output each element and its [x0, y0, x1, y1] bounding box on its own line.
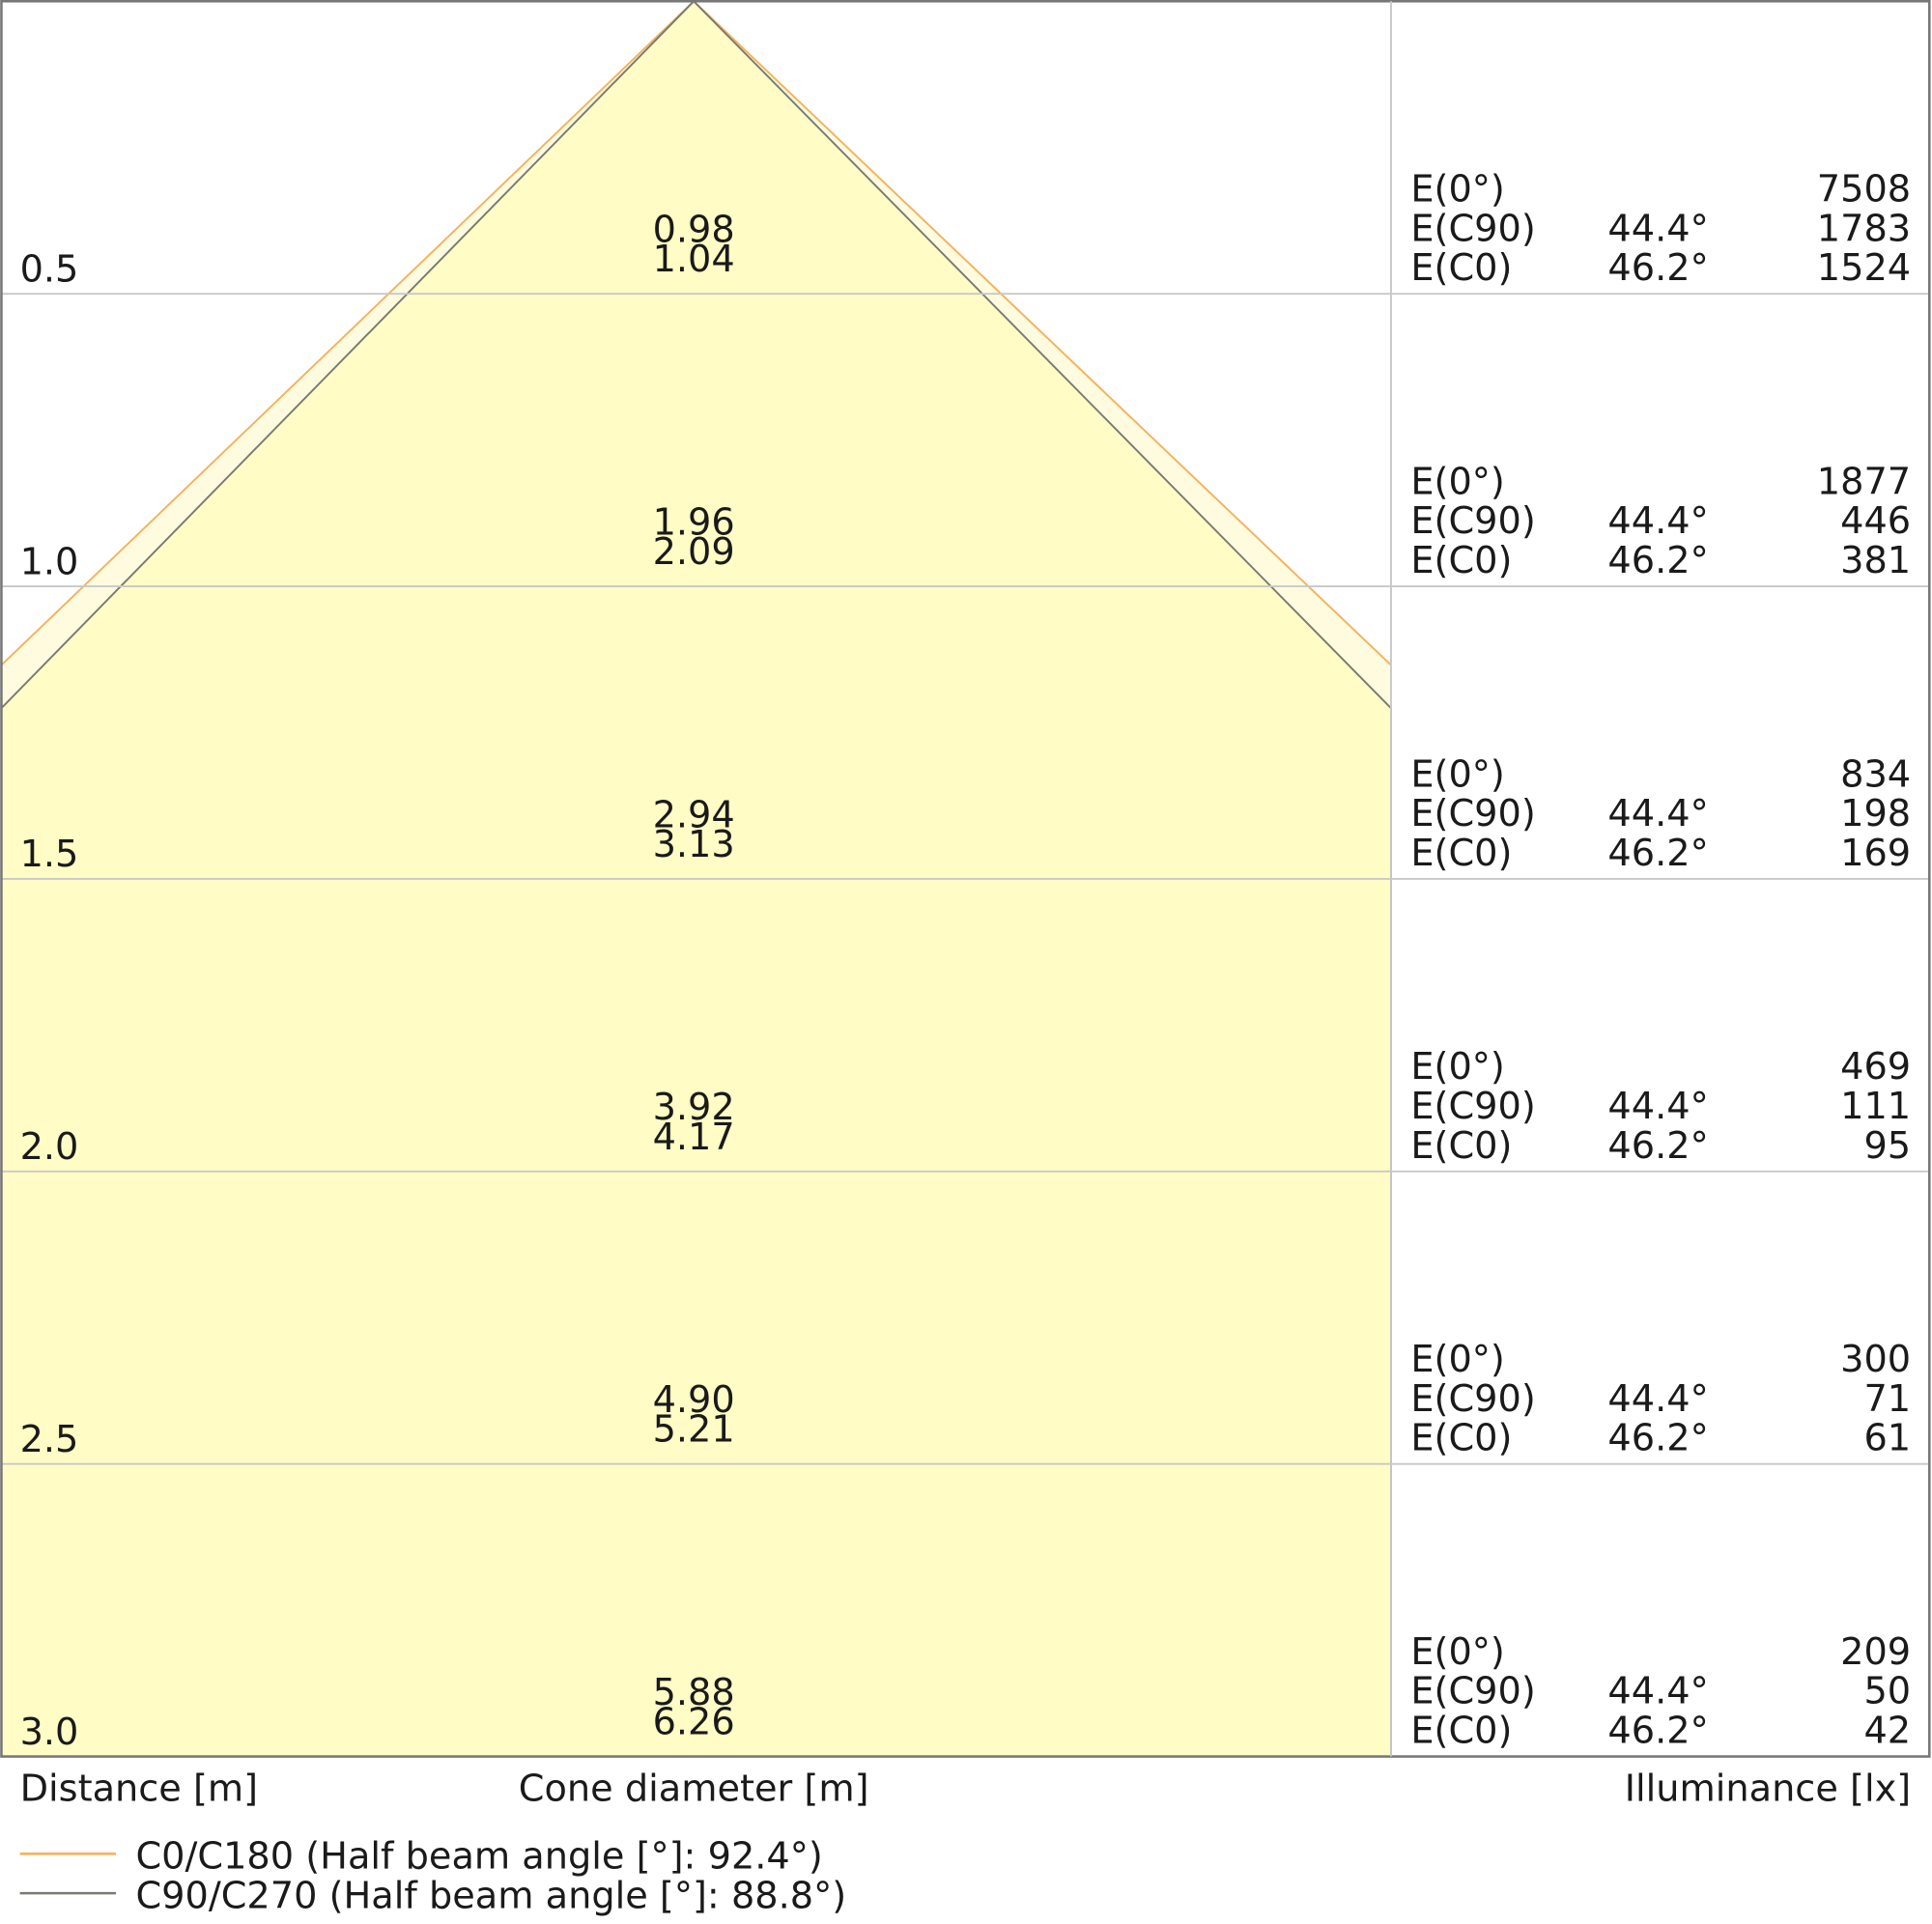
ec0-label: E(C0): [1410, 539, 1512, 582]
ec90-label: E(C90): [1410, 207, 1535, 250]
ec0-value: 61: [1863, 1417, 1911, 1460]
table-row: 2.5 4.905.21 E(0°)E(C90)E(C0) 44.4°46.2° 300…: [20, 1338, 1912, 1461]
e0-label: E(0°): [1410, 1338, 1504, 1381]
cone-diameter-c90: 4.90: [653, 1378, 735, 1422]
ec0-label: E(C0): [1410, 246, 1512, 290]
ec0-value: 95: [1863, 1124, 1911, 1168]
ec0-angle: 46.2°: [1607, 1417, 1708, 1460]
distance-label: 3.0: [20, 1711, 79, 1754]
ec0-angle: 46.2°: [1607, 1124, 1708, 1168]
ec90-angle: 44.4°: [1607, 1670, 1708, 1713]
e0-label: E(0°): [1410, 460, 1504, 503]
cone-diameter-c90: 0.98: [653, 209, 735, 252]
e0-label: E(0°): [1410, 752, 1504, 796]
distance-label: 1.5: [20, 833, 79, 876]
table-row: 1.5 2.943.13 E(0°)E(C90)E(C0) 44.4°46.2° 834…: [20, 752, 1912, 876]
ec0-angle: 46.2°: [1607, 1710, 1708, 1753]
e0-label: E(0°): [1410, 168, 1504, 212]
ec90-label: E(C90): [1410, 1377, 1535, 1421]
e0-value: 7508: [1817, 168, 1911, 212]
ec90-value: 1783: [1817, 207, 1911, 250]
ec0-value: 42: [1863, 1710, 1911, 1753]
ec0-label: E(C0): [1410, 1417, 1512, 1460]
illuminance-axis-label: Illuminance [lx]: [1625, 1767, 1911, 1810]
ec90-value: 71: [1863, 1377, 1911, 1421]
ec90-label: E(C90): [1410, 499, 1535, 543]
plot-frame: [0, 0, 1931, 1758]
ec0-angle: 46.2°: [1607, 539, 1708, 582]
ec0-label: E(C0): [1410, 832, 1512, 875]
cone-diameter-c90: 5.88: [653, 1671, 735, 1714]
grid: [1, 293, 1930, 1465]
cone-diameter-c90: 2.94: [653, 793, 735, 836]
ec0-angle: 46.2°: [1607, 832, 1708, 875]
ec90-label: E(C90): [1410, 792, 1535, 835]
cone-axis-label: Cone diameter [m]: [519, 1767, 869, 1810]
e0-value: 834: [1840, 752, 1911, 796]
distance-label: 2.0: [20, 1125, 79, 1169]
cone-diameter-c0: 4.17: [653, 1116, 735, 1159]
ec0-angle: 46.2°: [1607, 246, 1708, 290]
ec90-value: 50: [1863, 1670, 1911, 1713]
ec90-angle: 44.4°: [1607, 207, 1708, 250]
ec90-angle: 44.4°: [1607, 1085, 1708, 1128]
cone-diameter-c0: 5.21: [653, 1408, 735, 1452]
table-row: 3.0 5.886.26 E(0°)E(C90)E(C0) 44.4°46.2° 209…: [20, 1630, 1912, 1754]
ec90-value: 111: [1840, 1085, 1911, 1128]
distance-label: 2.5: [20, 1418, 79, 1461]
ec90-angle: 44.4°: [1607, 499, 1708, 543]
ec90-value: 446: [1840, 499, 1911, 543]
ec90-angle: 44.4°: [1607, 1377, 1708, 1421]
legend-label-c0: C0/C180 (Half beam angle [°]: 92.4°): [135, 1835, 822, 1879]
distance-axis-label: Distance [m]: [20, 1767, 259, 1810]
ec90-value: 198: [1840, 792, 1911, 835]
e0-value: 469: [1840, 1045, 1911, 1089]
table-row: 2.0 3.924.17 E(0°)E(C90)E(C0) 44.4°46.2° 469…: [20, 1045, 1912, 1169]
ec90-angle: 44.4°: [1607, 792, 1708, 835]
cone-diameter-c0: 1.04: [653, 238, 735, 281]
ec90-label: E(C90): [1410, 1085, 1535, 1128]
ec0-value: 381: [1840, 539, 1911, 582]
e0-value: 300: [1840, 1338, 1911, 1381]
e0-value: 1877: [1817, 460, 1911, 503]
cone-diameter-c90: 3.92: [653, 1086, 735, 1129]
distance-label: 1.0: [20, 540, 79, 583]
table-row: 0.5 0.981.04 E(0°)E(C90)E(C0) 44.4°46.2° 750…: [20, 168, 1912, 292]
cone-diameter-c0: 2.09: [653, 530, 735, 574]
legend-label-c90: C90/C270 (Half beam angle [°]: 88.8°): [135, 1874, 846, 1917]
e0-label: E(0°): [1410, 1045, 1504, 1089]
cone-diameter-c0: 3.13: [653, 823, 735, 866]
ec90-label: E(C90): [1410, 1670, 1535, 1713]
e0-value: 209: [1840, 1630, 1911, 1674]
ec0-value: 1524: [1817, 246, 1911, 290]
ec0-label: E(C0): [1410, 1124, 1512, 1168]
rows: 0.50.981.04E(0°)E(C90)E(C0)44.4°46.2°750…: [20, 168, 1912, 1754]
ec0-label: E(C0): [1410, 1710, 1512, 1753]
distance-label: 0.5: [20, 247, 79, 291]
cone-diameter-c0: 6.26: [653, 1701, 735, 1744]
legend: C0/C180 (Half beam angle [°]: 92.4°) C90…: [19, 1835, 846, 1917]
cone-diameter-c90: 1.96: [653, 500, 735, 544]
e0-label: E(0°): [1410, 1630, 1504, 1674]
table-row: 1.0 1.962.09 E(0°)E(C90)E(C0) 44.4°46.2° 187…: [20, 460, 1912, 583]
ec0-value: 169: [1840, 832, 1911, 875]
